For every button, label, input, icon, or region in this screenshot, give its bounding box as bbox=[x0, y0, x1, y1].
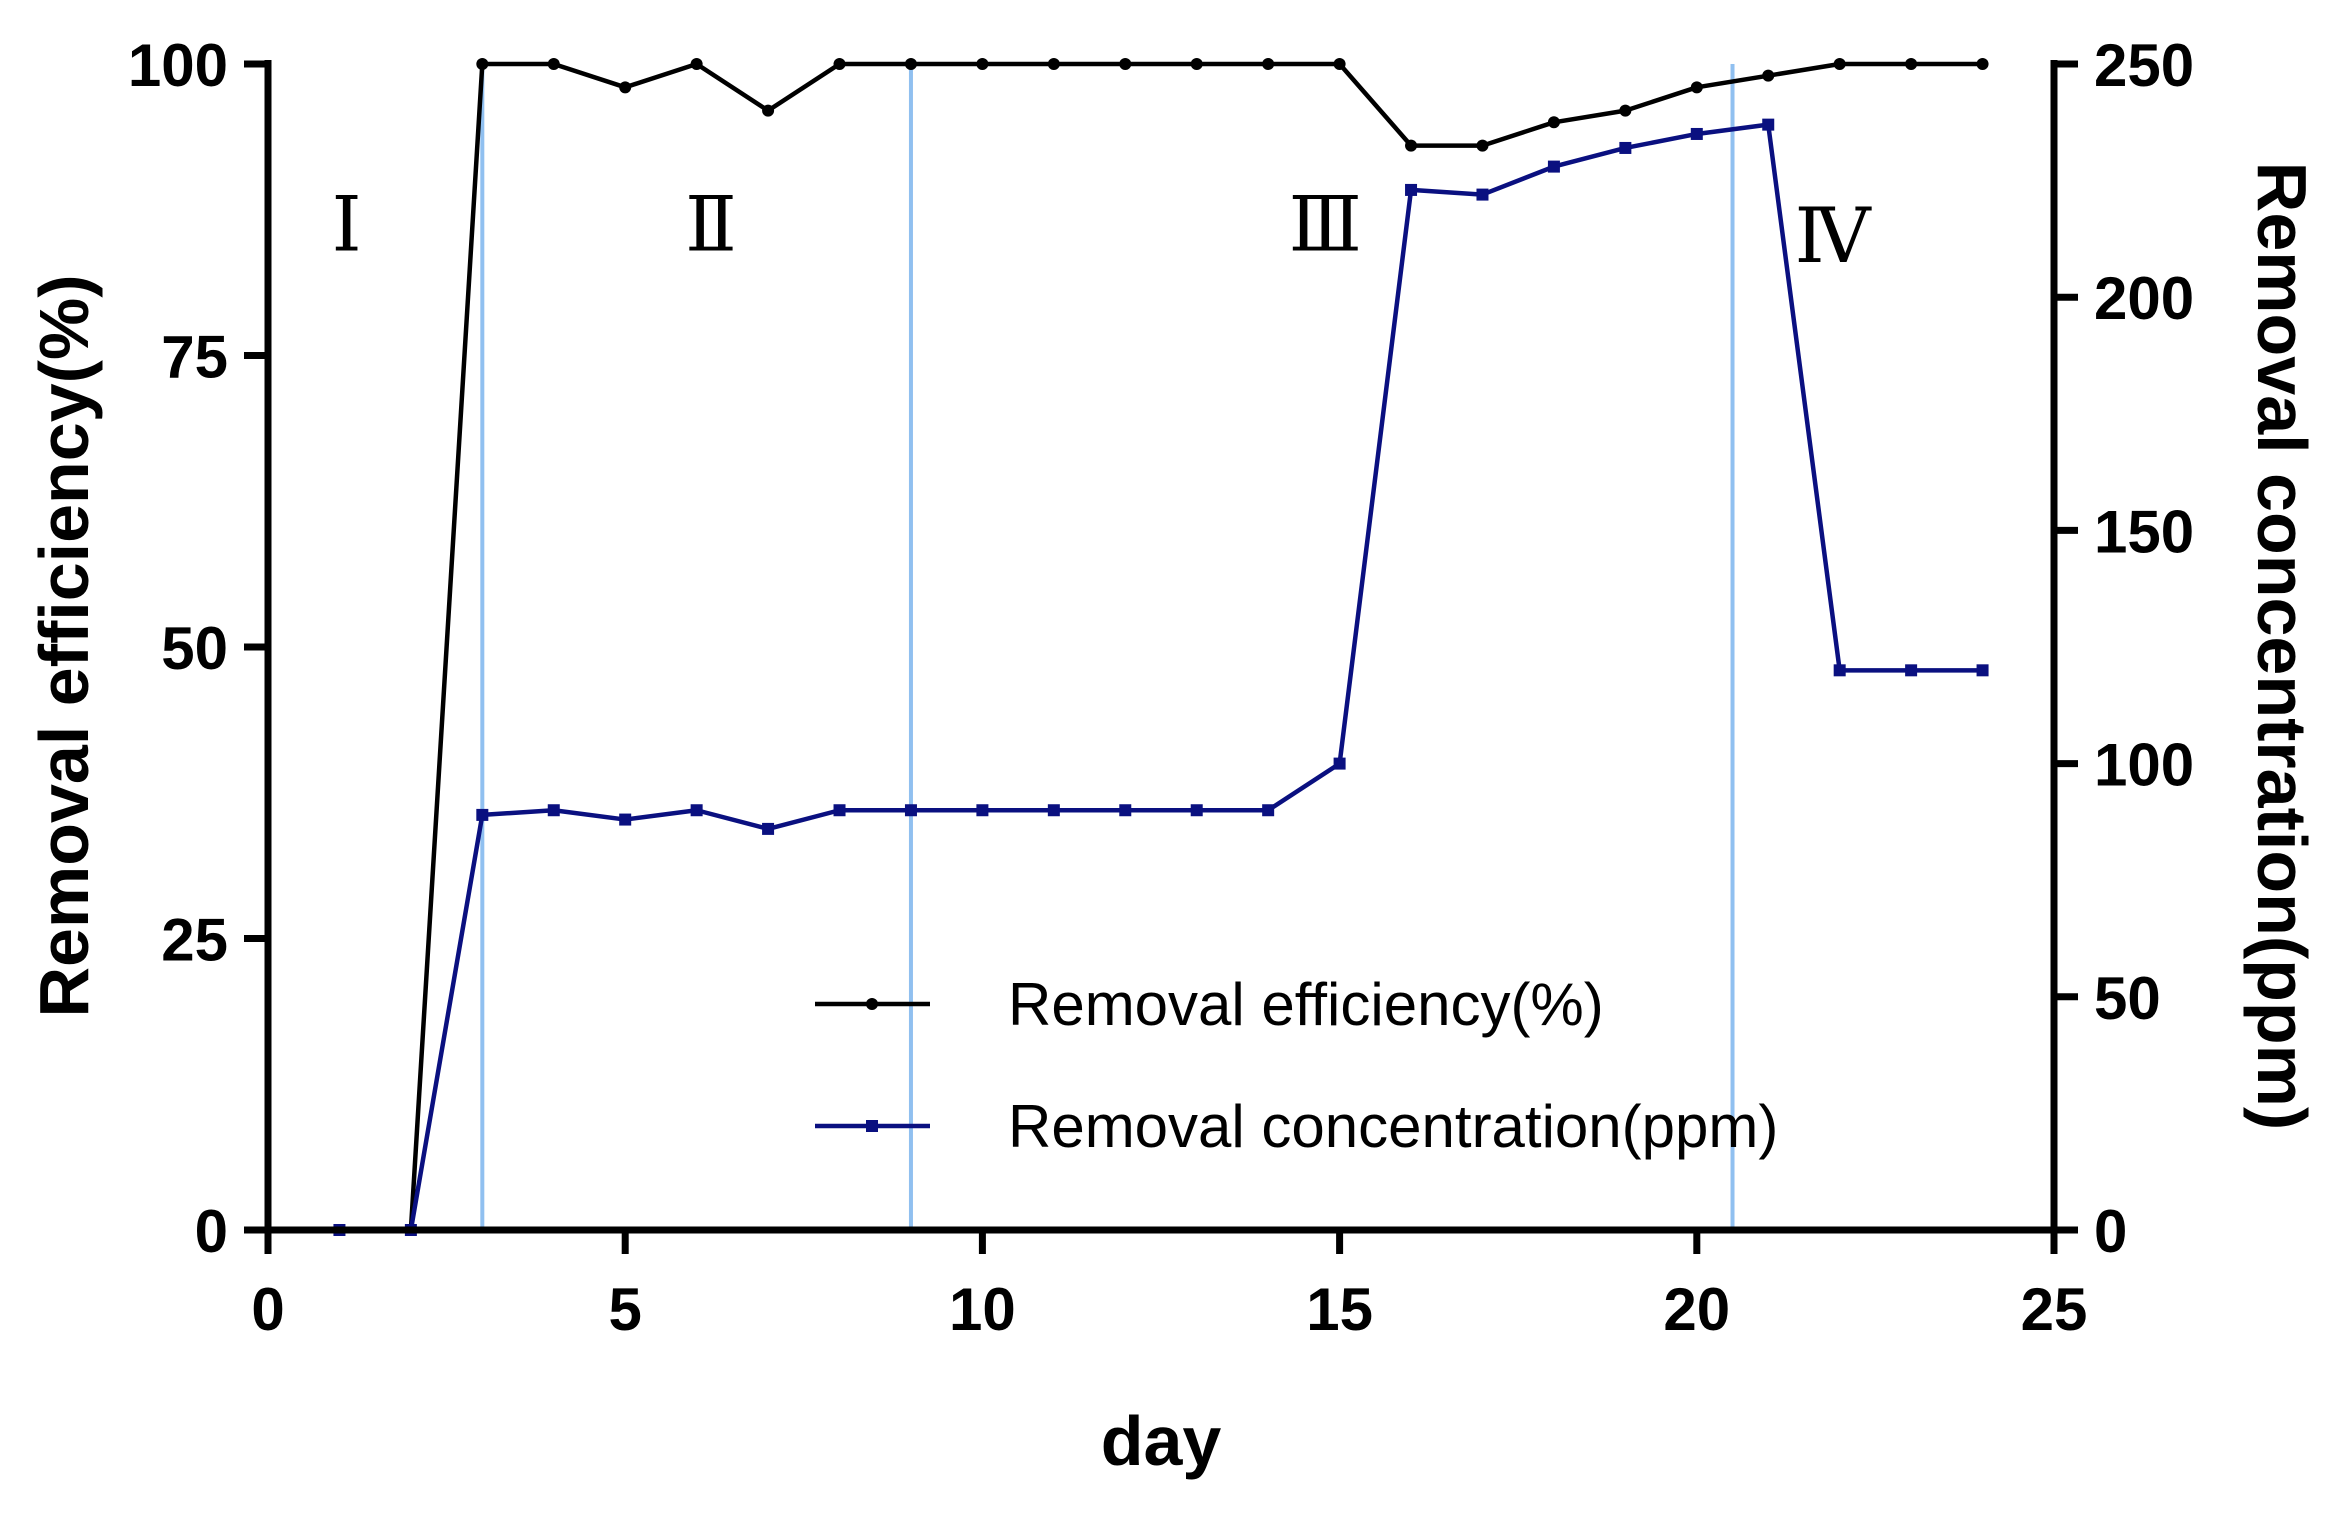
phase-label-3: Ⅲ bbox=[1289, 184, 1362, 268]
data-point-efficiency bbox=[1547, 116, 1560, 129]
data-point-efficiency bbox=[619, 81, 632, 94]
data-point-concentration bbox=[1619, 141, 1632, 154]
legend-marker-concentration bbox=[866, 1120, 878, 1132]
y-left-tick-label: 100 bbox=[128, 32, 228, 99]
y-left-tick-label: 75 bbox=[161, 324, 228, 391]
x-tick-label: 15 bbox=[1306, 1276, 1373, 1343]
data-point-efficiency bbox=[976, 58, 989, 70]
data-point-concentration bbox=[1547, 160, 1560, 173]
y-axis-right-title: Removal concentration(ppm) bbox=[2243, 162, 2321, 1130]
data-point-concentration bbox=[476, 808, 489, 821]
data-point-concentration bbox=[619, 813, 632, 826]
data-point-efficiency bbox=[1405, 139, 1418, 152]
phase-label-4: Ⅳ bbox=[1795, 195, 1873, 279]
data-point-concentration bbox=[833, 804, 846, 817]
y-left-tick-label: 0 bbox=[195, 1198, 228, 1265]
data-point-efficiency bbox=[690, 58, 703, 70]
data-point-concentration bbox=[976, 804, 989, 817]
data-point-concentration bbox=[547, 804, 560, 817]
data-point-efficiency bbox=[1619, 104, 1632, 117]
x-tick-label: 20 bbox=[1663, 1276, 1730, 1343]
data-point-efficiency bbox=[904, 58, 917, 70]
data-point-efficiency bbox=[833, 58, 846, 70]
data-point-concentration bbox=[1833, 664, 1846, 677]
x-tick-label: 5 bbox=[609, 1276, 642, 1343]
phase-label-2: Ⅱ bbox=[685, 184, 737, 268]
data-point-concentration bbox=[1119, 804, 1132, 817]
data-point-concentration bbox=[690, 804, 703, 817]
data-point-efficiency bbox=[762, 104, 775, 117]
y-right-tick-label: 100 bbox=[2094, 732, 2194, 799]
x-tick-label: 10 bbox=[949, 1276, 1016, 1343]
data-point-efficiency bbox=[1976, 58, 1989, 70]
data-point-efficiency bbox=[547, 58, 560, 70]
data-point-efficiency bbox=[1762, 69, 1775, 82]
data-point-concentration bbox=[1905, 664, 1918, 677]
data-point-concentration bbox=[1047, 804, 1060, 817]
data-point-concentration bbox=[1476, 188, 1489, 201]
phase-labels: Ⅰ Ⅱ Ⅲ Ⅳ bbox=[332, 184, 1873, 280]
data-point-concentration bbox=[1976, 664, 1989, 677]
data-point-efficiency bbox=[1905, 58, 1918, 70]
series-line-efficiency bbox=[339, 61, 1983, 1233]
data-point-concentration bbox=[904, 804, 917, 817]
series-line-concentration bbox=[339, 122, 1983, 1233]
legend-item-concentration: Removal concentration(ppm) bbox=[815, 1093, 1778, 1160]
data-point-concentration bbox=[1333, 757, 1346, 770]
data-point-concentration bbox=[1762, 118, 1775, 131]
data-point-efficiency bbox=[476, 58, 489, 70]
y-left-tick-label: 50 bbox=[161, 615, 228, 682]
plot-series bbox=[333, 58, 1989, 1236]
legend-item-efficiency: Removal efficiency(%) bbox=[815, 971, 1604, 1038]
y-right-tick-label: 50 bbox=[2094, 965, 2161, 1032]
y-right-tick-label: 0 bbox=[2094, 1198, 2127, 1265]
phase-label-1: Ⅰ bbox=[332, 184, 362, 268]
axes bbox=[264, 60, 2058, 1234]
data-point-efficiency bbox=[1333, 58, 1346, 70]
data-point-efficiency bbox=[1690, 81, 1703, 94]
data-point-concentration bbox=[762, 822, 775, 835]
data-point-efficiency bbox=[1190, 58, 1203, 70]
data-point-concentration bbox=[1190, 804, 1203, 817]
y-right-tick-label: 250 bbox=[2094, 32, 2194, 99]
y-right-tick-label: 150 bbox=[2094, 498, 2194, 565]
x-axis-title: day bbox=[1101, 1402, 1222, 1480]
data-point-concentration bbox=[1405, 183, 1418, 196]
data-point-concentration bbox=[1262, 804, 1275, 817]
phase-divider-lines bbox=[480, 64, 1735, 1230]
y-left-tick-label: 25 bbox=[161, 907, 228, 974]
data-point-efficiency bbox=[1262, 58, 1275, 70]
data-point-efficiency bbox=[1833, 58, 1846, 70]
y-axis-left-title: Removal efficiency(%) bbox=[25, 274, 103, 1017]
y-right-tick-label: 200 bbox=[2094, 265, 2194, 332]
data-point-efficiency bbox=[1119, 58, 1132, 70]
x-tick-label: 0 bbox=[251, 1276, 284, 1343]
legend-label-concentration: Removal concentration(ppm) bbox=[1008, 1093, 1778, 1160]
data-point-efficiency bbox=[1476, 139, 1489, 152]
x-tick-label: 25 bbox=[2021, 1276, 2088, 1343]
legend-marker-efficiency bbox=[866, 998, 878, 1010]
data-point-efficiency bbox=[1047, 58, 1060, 70]
legend-label-efficiency: Removal efficiency(%) bbox=[1008, 971, 1604, 1038]
legend: Removal efficiency(%) Removal concentrat… bbox=[815, 971, 1778, 1160]
data-point-concentration bbox=[1690, 127, 1703, 140]
